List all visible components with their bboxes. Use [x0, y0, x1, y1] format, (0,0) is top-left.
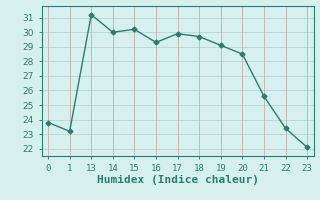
X-axis label: Humidex (Indice chaleur): Humidex (Indice chaleur): [97, 175, 259, 185]
